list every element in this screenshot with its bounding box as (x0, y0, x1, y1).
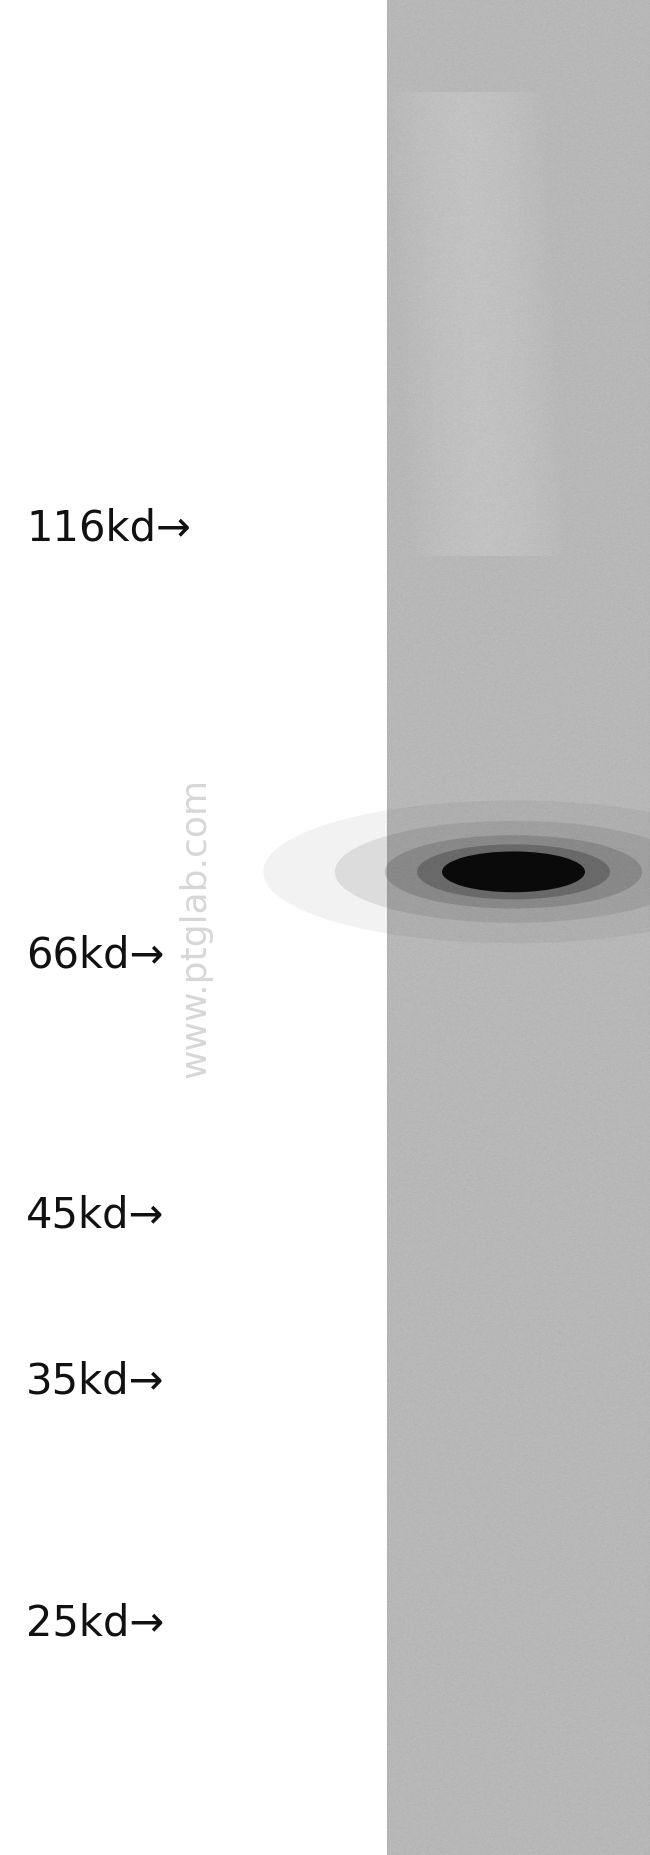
Text: 25kd→: 25kd→ (26, 1603, 164, 1644)
Ellipse shape (263, 800, 650, 942)
Ellipse shape (442, 851, 585, 892)
Text: 35kd→: 35kd→ (26, 1362, 164, 1402)
Text: 45kd→: 45kd→ (26, 1195, 164, 1235)
Text: www.ptglab.com: www.ptglab.com (178, 777, 212, 1078)
Ellipse shape (385, 835, 642, 909)
Ellipse shape (335, 820, 650, 924)
Text: 116kd→: 116kd→ (26, 508, 191, 549)
Text: 66kd→: 66kd→ (26, 935, 164, 976)
Ellipse shape (417, 844, 610, 900)
